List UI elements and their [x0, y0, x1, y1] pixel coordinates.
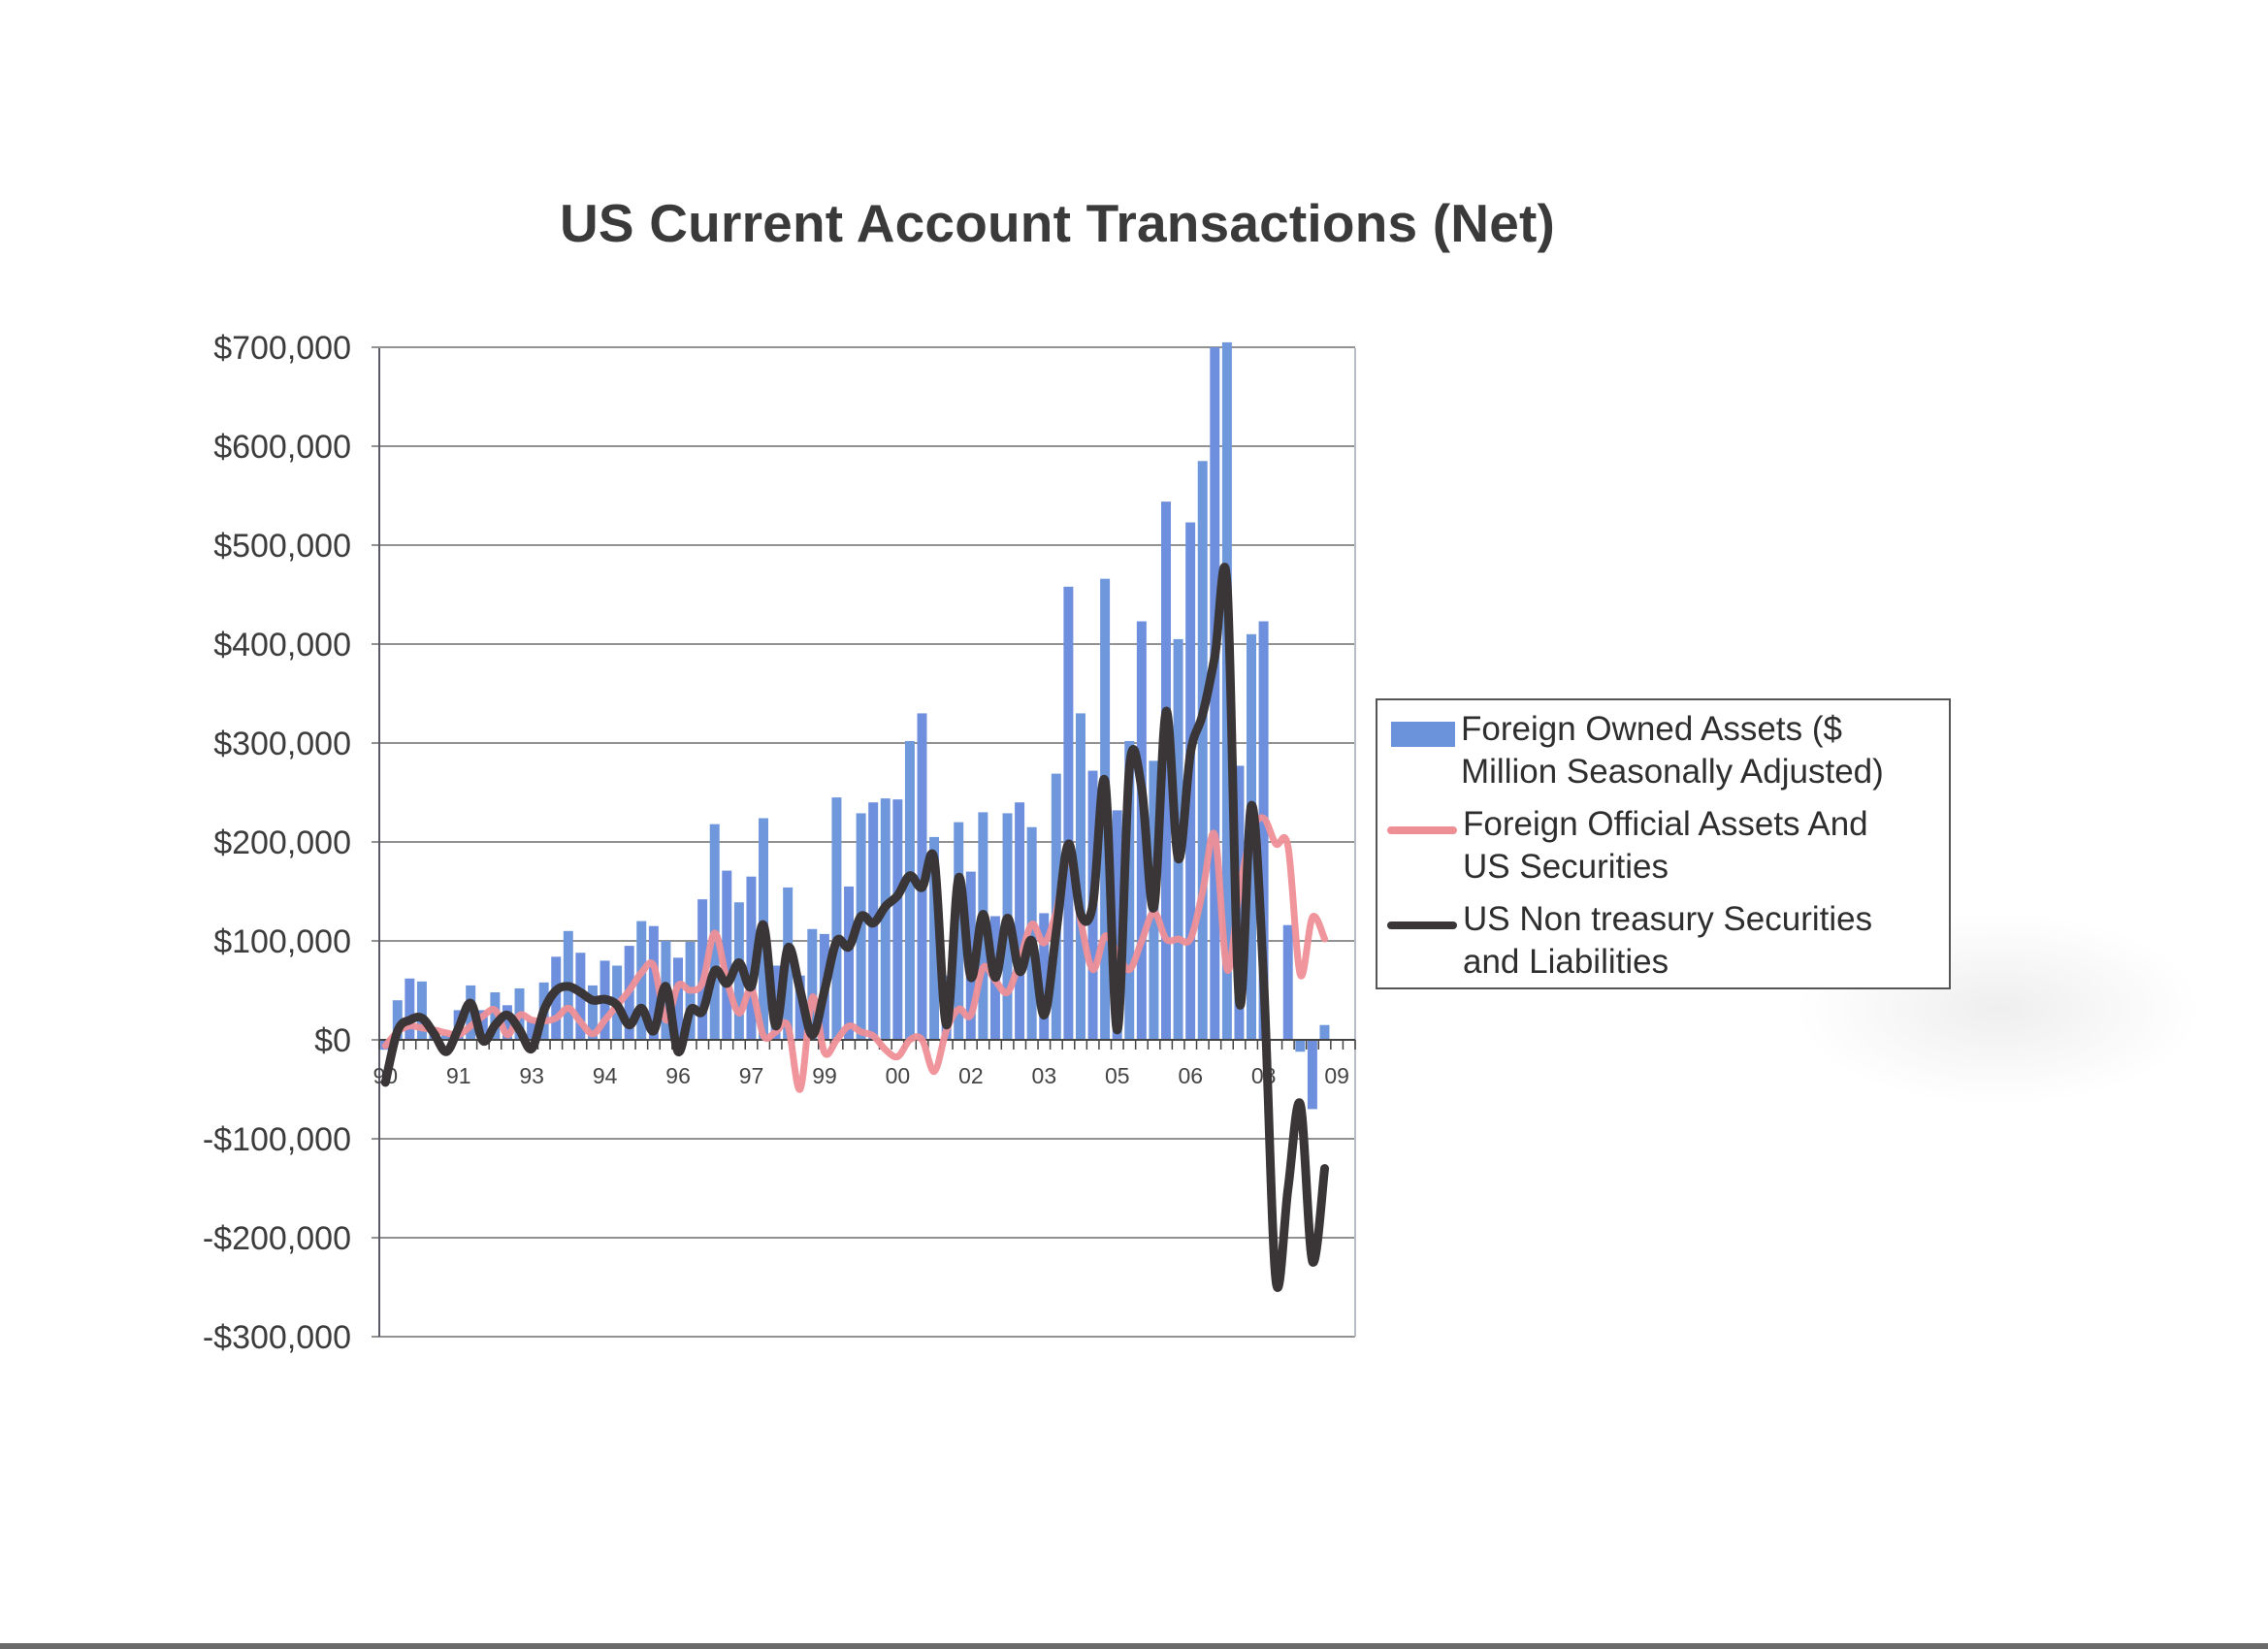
bar: [1039, 913, 1050, 1040]
bar: [405, 978, 415, 1040]
bar: [551, 956, 562, 1040]
y-tick-label: $400,000: [213, 627, 351, 663]
bar: [1210, 347, 1220, 1040]
bar: [1295, 1040, 1306, 1052]
chart-title: US Current Account Transactions (Net): [0, 192, 2115, 254]
bar-series-foreign-owned-assets: [380, 341, 1330, 1110]
bar: [1282, 924, 1293, 1040]
bar: [807, 928, 818, 1040]
bar: [673, 957, 683, 1040]
bar: [636, 921, 647, 1040]
legend-item-foreign-official-assets: Foreign Official Assets And US Securitie…: [1377, 803, 1868, 889]
x-tick-label: 06: [1178, 1063, 1203, 1088]
x-tick-label: 93: [519, 1063, 544, 1088]
bar: [1112, 810, 1122, 1040]
bar: [844, 886, 855, 1040]
y-tick-label: -$200,000: [203, 1220, 351, 1257]
bar: [954, 822, 964, 1040]
legend-item-foreign-owned-assets: Foreign Owned Assets ($ Million Seasonal…: [1377, 708, 1884, 793]
x-tick-label: 09: [1324, 1063, 1349, 1088]
x-tick-label: 96: [665, 1063, 691, 1088]
bar: [1075, 713, 1085, 1040]
bar: [441, 1034, 452, 1040]
bar: [1319, 1024, 1330, 1040]
bar: [416, 981, 427, 1040]
y-axis-labels: $700,000 $600,000 $500,000 $400,000 $300,000…: [203, 330, 351, 1356]
legend-item-us-non-treasury: US Non treasury Securities and Liabiliti…: [1377, 898, 1872, 984]
legend-swatch-bar: [1391, 722, 1455, 747]
bar: [502, 1005, 512, 1040]
x-tick-label: 03: [1032, 1063, 1057, 1088]
y-tick-label: $500,000: [213, 528, 351, 565]
line-us-non-treasury: [380, 563, 1330, 1292]
y-tick-label: $0: [314, 1022, 351, 1059]
legend-swatch-line-black: [1387, 922, 1457, 929]
x-tick-label: 91: [446, 1063, 471, 1088]
legend-label: Foreign Owned Assets ($ Million Seasonal…: [1461, 710, 1884, 791]
line-series: [380, 563, 1330, 1292]
bar: [1258, 621, 1269, 1040]
bar: [1307, 1040, 1317, 1110]
bar: [892, 799, 903, 1040]
y-tick-label: -$100,000: [203, 1121, 351, 1158]
x-tick-label: 94: [593, 1063, 618, 1088]
x-tick-label: 00: [886, 1063, 911, 1088]
y-tick-label: $600,000: [213, 429, 351, 466]
legend: Foreign Owned Assets ($ Million Seasonal…: [1376, 698, 1951, 989]
x-tick-label: 97: [739, 1063, 764, 1088]
x-tick-label: 02: [958, 1063, 984, 1088]
y-tick-label: $200,000: [213, 824, 351, 861]
axes: [378, 348, 1356, 1337]
legend-swatch-line-pink: [1387, 826, 1457, 834]
bar: [477, 1010, 488, 1040]
y-tick-label: -$300,000: [203, 1319, 351, 1356]
bar: [587, 985, 598, 1040]
x-tick-label: 99: [812, 1063, 837, 1088]
bar: [527, 1019, 537, 1040]
y-tick-label: $700,000: [213, 330, 351, 367]
x-axis-labels: 90 91 93 94 96 97 99 00 02 03 05 06 08 09: [373, 1063, 1348, 1088]
bar: [880, 798, 891, 1040]
legend-label: US Non treasury Securities and Liabiliti…: [1463, 900, 1873, 981]
legend-label: Foreign Official Assets And US Securitie…: [1463, 805, 1868, 886]
line-foreign-official-assets: [381, 814, 1329, 1093]
scan-edge: [0, 1643, 2268, 1649]
y-tick-label: $300,000: [213, 726, 351, 762]
bar: [746, 876, 757, 1040]
y-tick-label: $100,000: [213, 923, 351, 960]
bar: [1026, 826, 1037, 1040]
chart-title-text: US Current Account Transactions (Net): [559, 193, 1556, 253]
bar: [1015, 802, 1025, 1040]
bar: [648, 925, 659, 1040]
bar: [929, 836, 940, 1040]
bar: [1124, 740, 1135, 1040]
bar: [904, 740, 915, 1040]
bar: [831, 797, 842, 1040]
x-tick-label: 05: [1105, 1063, 1130, 1088]
bar: [392, 1000, 403, 1040]
bar: [1197, 461, 1208, 1040]
bar: [1063, 586, 1074, 1040]
bar: [722, 870, 732, 1040]
